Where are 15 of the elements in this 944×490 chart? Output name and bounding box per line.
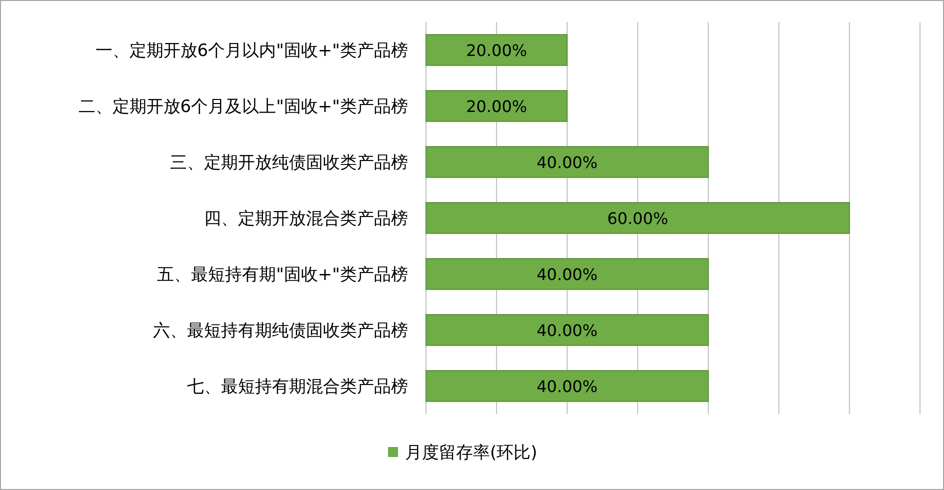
y-tick-label: 六、最短持有期纯债固收类产品榜 xyxy=(153,321,408,341)
y-tick-label: 三、定期开放纯债固收类产品榜 xyxy=(170,153,408,173)
data-label: 40.00% xyxy=(536,153,598,172)
data-label: 20.00% xyxy=(466,41,528,60)
legend-label: 月度留存率(环比) xyxy=(405,443,538,463)
y-tick-label: 一、定期开放6个月以内"固收+"类产品榜 xyxy=(95,41,408,61)
y-tick-label: 五、最短持有期"固收+"类产品榜 xyxy=(157,265,408,285)
y-tick-label: 四、定期开放混合类产品榜 xyxy=(204,209,408,229)
data-label: 60.00% xyxy=(607,209,668,228)
y-tick-label: 二、定期开放6个月及以上"固收+"类产品榜 xyxy=(78,97,408,117)
data-label: 40.00% xyxy=(536,321,598,340)
y-tick-label: 七、最短持有期混合类产品榜 xyxy=(187,377,408,397)
data-label: 20.00% xyxy=(466,97,528,116)
data-label: 40.00% xyxy=(536,265,598,284)
data-label: 40.00% xyxy=(536,377,598,396)
